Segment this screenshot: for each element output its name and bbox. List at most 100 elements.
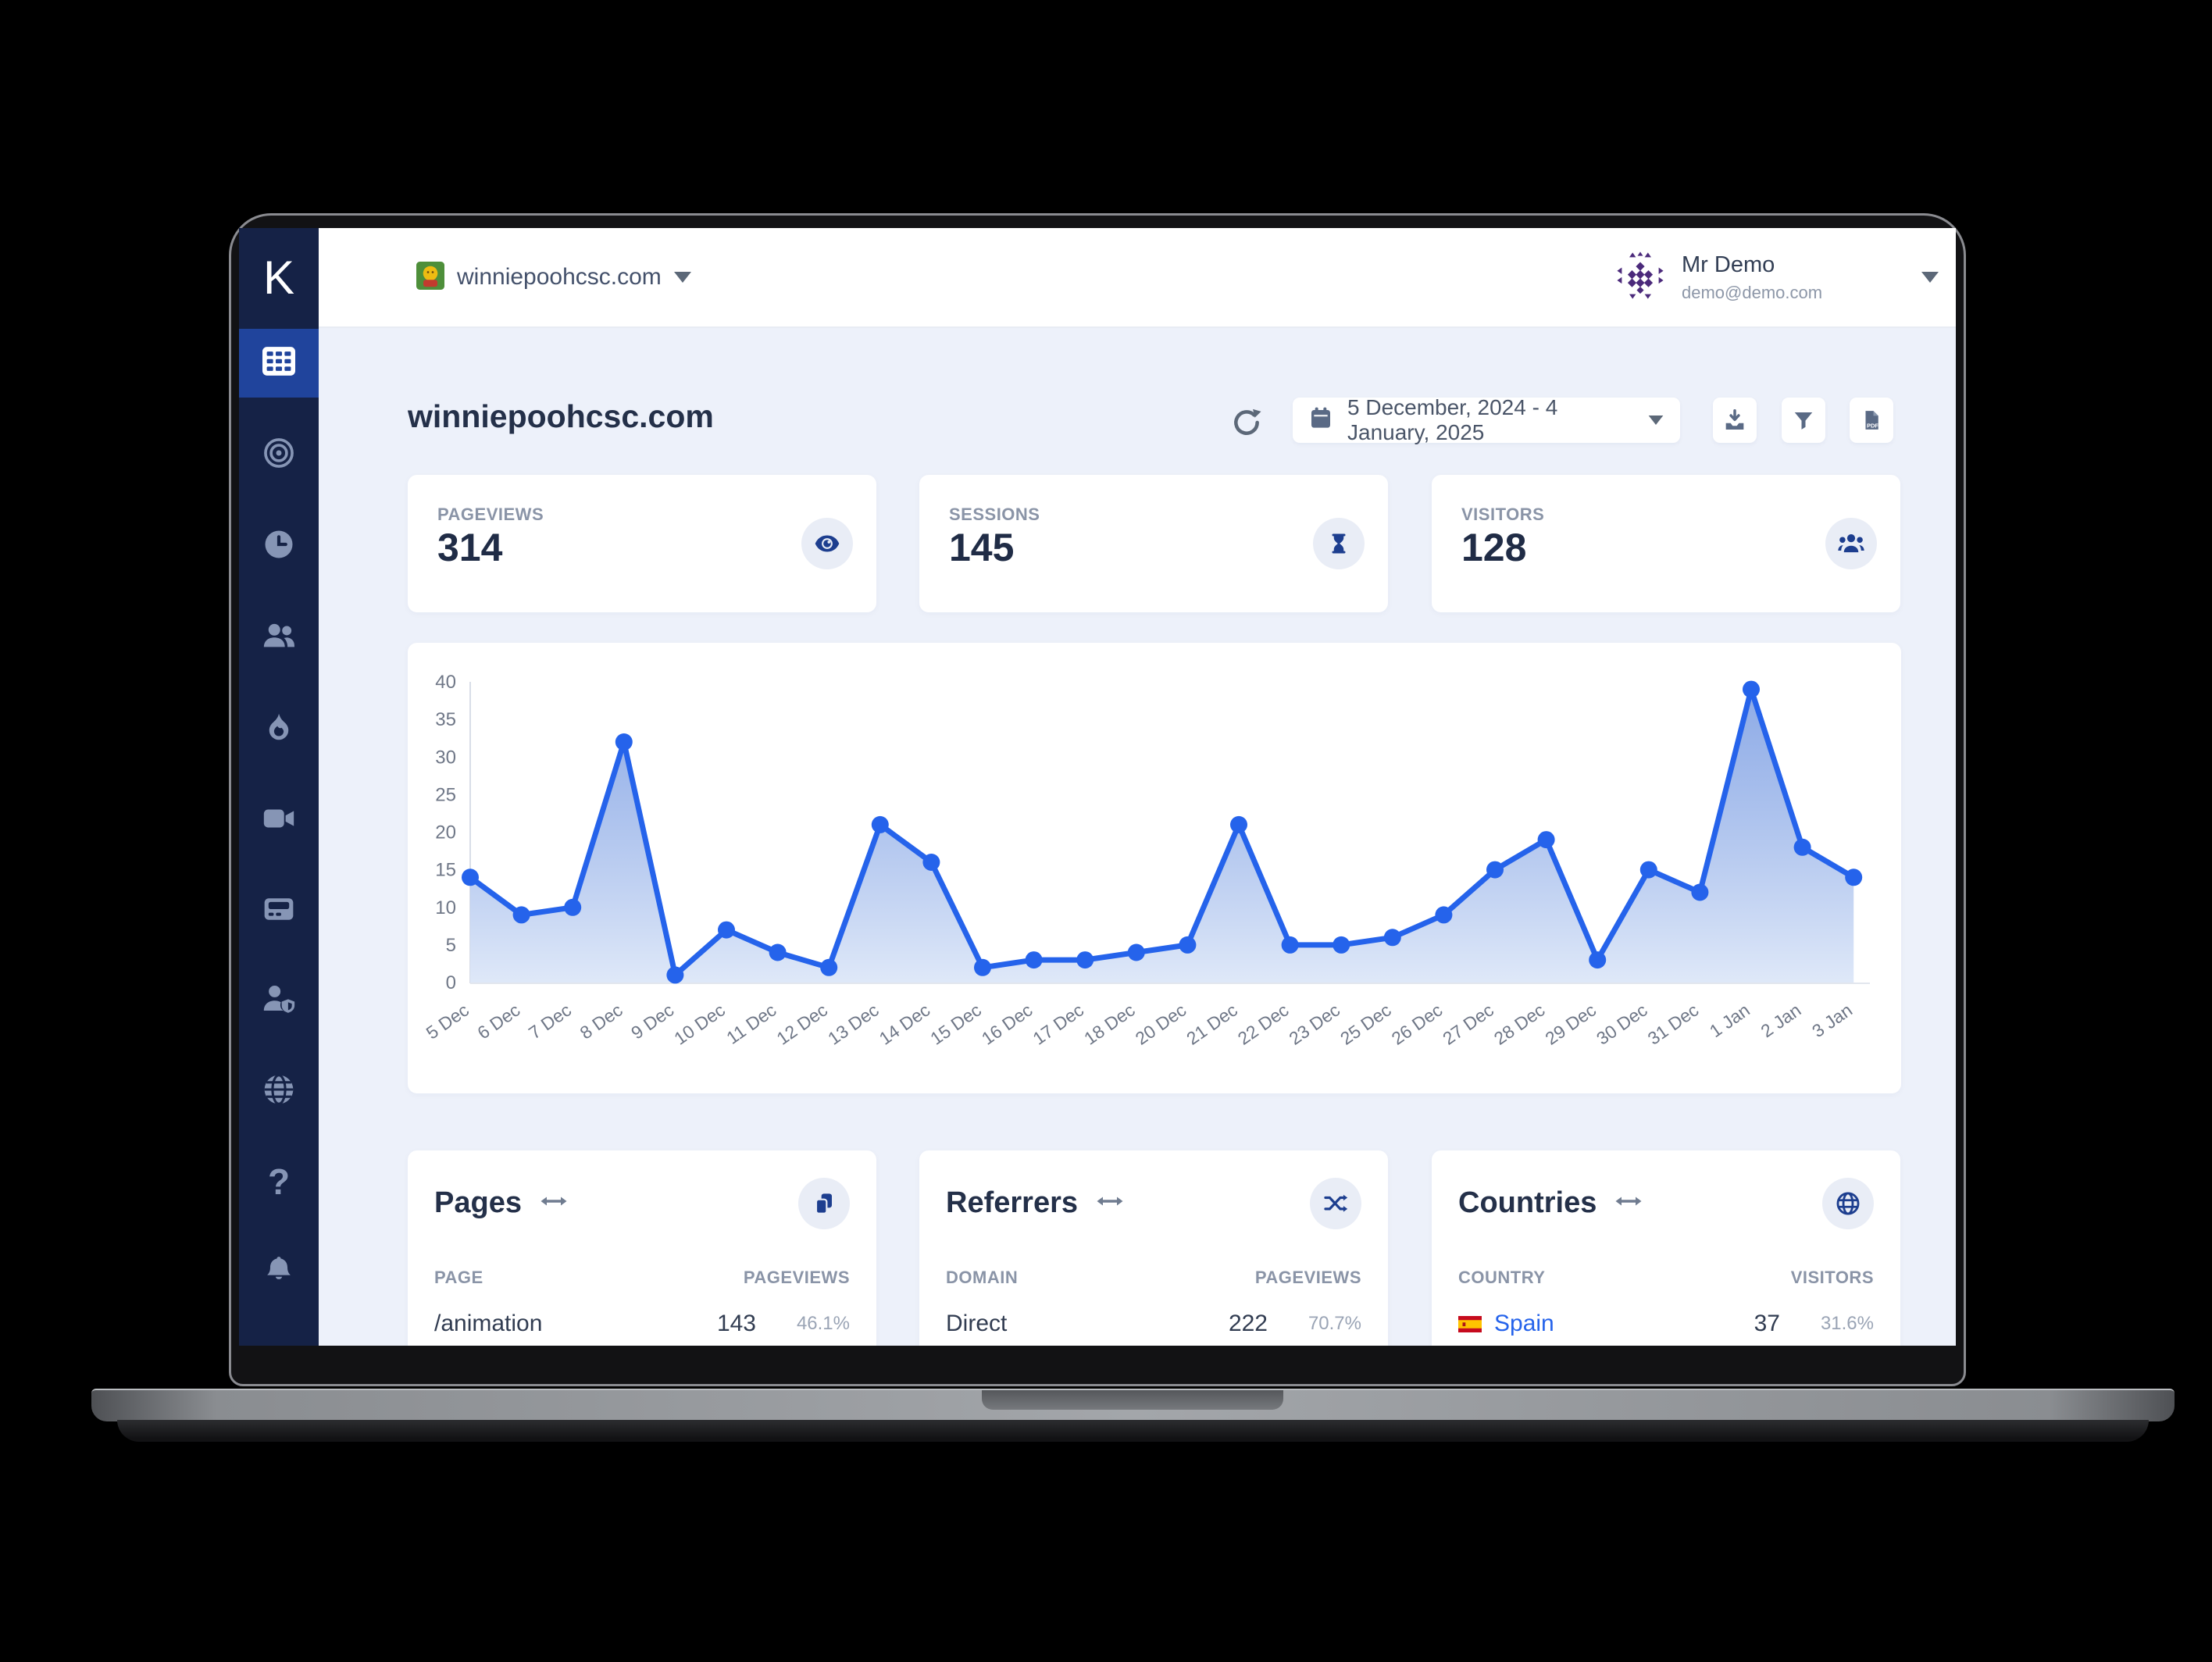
- svg-text:20: 20: [435, 822, 456, 843]
- user-menu[interactable]: Mr Demo demo@demo.com: [1613, 228, 1939, 326]
- sidebar-item-goals[interactable]: [239, 431, 319, 478]
- svg-text:5: 5: [446, 935, 456, 956]
- row-percent: 70.7%: [1308, 1313, 1361, 1334]
- row-value: 143: [716, 1311, 756, 1336]
- refresh-button[interactable]: [1230, 406, 1263, 439]
- svg-text:7 Dec: 7 Dec: [525, 1000, 575, 1043]
- sidebar-item-trends[interactable]: [239, 705, 319, 752]
- clock-icon: [262, 528, 295, 565]
- pages-card-title: Pages: [434, 1186, 522, 1219]
- sidebar-item-realtime[interactable]: [239, 522, 319, 569]
- stat-label: PAGEVIEWS: [437, 505, 544, 524]
- column-header: PAGE: [434, 1268, 483, 1287]
- svg-text:15 Dec: 15 Dec: [926, 1000, 985, 1049]
- svg-text:31 Dec: 31 Dec: [1644, 1000, 1703, 1049]
- globe-icon: [1822, 1178, 1874, 1229]
- users-icon: [261, 618, 297, 658]
- sidebar-item-domains[interactable]: [239, 1068, 319, 1115]
- column-header: DOMAIN: [946, 1268, 1019, 1287]
- referrers-card-title: Referrers: [946, 1186, 1078, 1219]
- app-logo: K: [262, 251, 295, 304]
- spain-flag-icon: [1458, 1315, 1482, 1332]
- referrer-domain: Direct: [946, 1311, 1008, 1336]
- sidebar-item-notifications[interactable]: [239, 1249, 319, 1296]
- avatar: [1613, 248, 1668, 307]
- svg-text:6 Dec: 6 Dec: [473, 1000, 523, 1043]
- chart-card: 0 5 10 15 20 25 30 35 40 5 Dec 6 Dec 7 Dec 8 Dec 9 De…: [408, 643, 1901, 1093]
- svg-text:9 Dec: 9 Dec: [627, 1000, 677, 1043]
- svg-text:10 Dec: 10 Dec: [670, 1000, 729, 1049]
- sidebar-item-recordings[interactable]: [239, 797, 319, 843]
- stat-card-sessions: SESSIONS 145: [919, 475, 1388, 612]
- stat-value: 128: [1461, 526, 1527, 569]
- sidebar: K: [239, 228, 319, 1346]
- sidebar-item-billing[interactable]: [239, 887, 319, 934]
- user-info: Mr Demo demo@demo.com: [1682, 252, 1847, 303]
- svg-text:20 Dec: 20 Dec: [1132, 1000, 1190, 1049]
- pages-card: Pages PAGE PAGEVIEWS /animation 143 46.1…: [408, 1150, 876, 1346]
- eye-icon: [801, 518, 853, 569]
- svg-text:17 Dec: 17 Dec: [1029, 1000, 1087, 1049]
- row-percent: 46.1%: [796, 1313, 850, 1334]
- page-path: /animation: [434, 1311, 543, 1336]
- card-icon: [262, 892, 296, 930]
- stat-value: 314: [437, 526, 503, 569]
- svg-text:26 Dec: 26 Dec: [1388, 1000, 1447, 1049]
- pageviews-area-chart: 0 5 10 15 20 25 30 35 40 5 Dec 6 Dec 7 Dec 8 Dec 9 De…: [423, 672, 1870, 1049]
- column-header: PAGEVIEWS: [1254, 1268, 1361, 1287]
- countries-card-title: Countries: [1458, 1186, 1597, 1219]
- table-row: Direct 222 70.7%: [946, 1311, 1361, 1337]
- site-favicon: [416, 261, 444, 294]
- stat-card-visitors: VISITORS 128: [1432, 475, 1900, 612]
- stat-card-pageviews: PAGEVIEWS 314: [408, 475, 876, 612]
- video-camera-icon: [261, 801, 297, 840]
- sidebar-item-account[interactable]: [239, 977, 319, 1024]
- svg-text:5 Dec: 5 Dec: [423, 1000, 473, 1043]
- svg-text:18 Dec: 18 Dec: [1080, 1000, 1139, 1049]
- column-header: VISITORS: [1790, 1268, 1874, 1287]
- site-name: winniepoohcsc.com: [457, 264, 662, 290]
- svg-text:11 Dec: 11 Dec: [722, 1000, 780, 1048]
- svg-text:15: 15: [435, 860, 456, 881]
- user-name: Mr Demo: [1682, 251, 1775, 277]
- svg-text:35: 35: [435, 709, 456, 730]
- screen-content: K: [239, 228, 1956, 1346]
- country-link[interactable]: Spain: [1494, 1311, 1554, 1336]
- stat-value: 145: [949, 526, 1015, 569]
- svg-text:28 Dec: 28 Dec: [1490, 1000, 1549, 1049]
- row-value: 222: [1228, 1311, 1268, 1336]
- resize-arrows-icon[interactable]: [541, 1195, 567, 1211]
- svg-text:PDF: PDF: [1867, 422, 1878, 429]
- filter-button[interactable]: [1782, 398, 1825, 443]
- laptop-base-notch: [982, 1390, 1283, 1410]
- shuffle-icon: [1310, 1178, 1361, 1229]
- svg-text:10: 10: [435, 897, 456, 918]
- site-selector[interactable]: winniepoohcsc.com: [416, 228, 691, 326]
- sidebar-item-dashboard[interactable]: [239, 329, 319, 398]
- laptop-bezel: K: [229, 213, 1966, 1386]
- countries-card: Countries COUNTRY VISITORS Spain: [1432, 1150, 1900, 1346]
- download-button[interactable]: [1713, 398, 1757, 443]
- question-mark-icon: ?: [267, 1161, 291, 1202]
- export-pdf-button[interactable]: PDF: [1850, 398, 1893, 443]
- table-row: /animation 143 46.1%: [434, 1311, 850, 1337]
- stat-label: SESSIONS: [949, 505, 1040, 524]
- sidebar-item-audience[interactable]: [239, 614, 319, 661]
- svg-text:21 Dec: 21 Dec: [1183, 1000, 1241, 1049]
- row-value: 37: [1754, 1311, 1780, 1336]
- user-shield-icon: [261, 981, 297, 1021]
- svg-text:40: 40: [435, 672, 456, 693]
- date-range-picker[interactable]: 5 December, 2024 - 4 January, 2025: [1293, 395, 1680, 444]
- svg-text:27 Dec: 27 Dec: [1439, 1000, 1497, 1049]
- svg-text:29 Dec: 29 Dec: [1541, 1000, 1600, 1049]
- svg-text:12 Dec: 12 Dec: [772, 1000, 831, 1049]
- sidebar-item-help[interactable]: ?: [239, 1158, 319, 1205]
- svg-text:2 Jan: 2 Jan: [1757, 1000, 1804, 1042]
- column-header: COUNTRY: [1458, 1268, 1546, 1287]
- users-group-icon: [1825, 518, 1877, 569]
- resize-arrows-icon[interactable]: [1097, 1195, 1123, 1211]
- column-header: PAGEVIEWS: [743, 1268, 850, 1287]
- resize-arrows-icon[interactable]: [1615, 1195, 1642, 1211]
- table-row: Spain 37 31.6%: [1458, 1311, 1874, 1337]
